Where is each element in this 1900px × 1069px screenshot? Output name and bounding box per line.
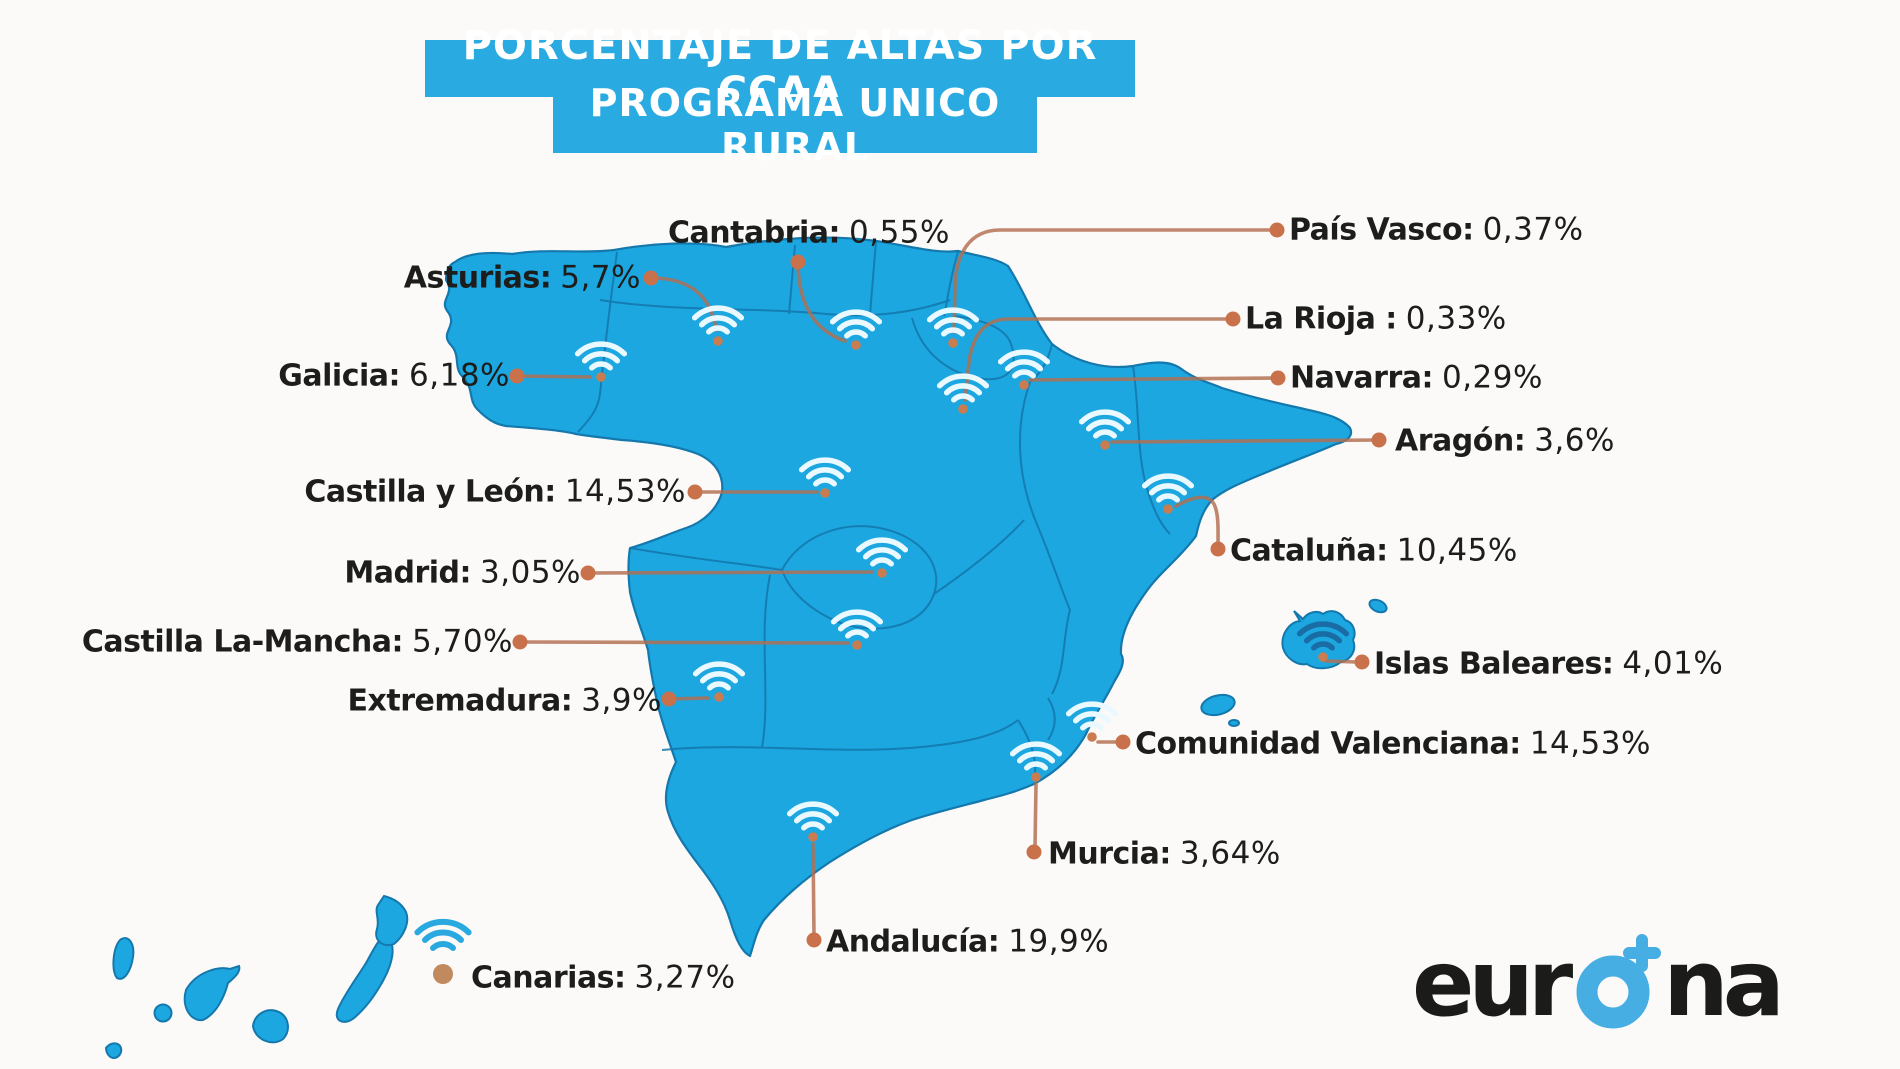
logo-o-ring — [1576, 934, 1662, 1029]
region-value: 5,7% — [560, 259, 641, 296]
region-value: 14,53% — [564, 473, 686, 510]
region-value: 6,18% — [409, 357, 510, 394]
leader-galicia — [515, 374, 592, 379]
region-value: 4,01% — [1622, 645, 1724, 682]
label-castilla-la-mancha: Castilla La-Mancha: 5,70% — [81, 623, 513, 660]
eurona-logo: eur na — [1412, 930, 1785, 1037]
region-name: Navarra: — [1290, 360, 1433, 396]
label-andalucia: Andalucía: 19,9% — [826, 923, 1110, 960]
region-name: Islas Baleares: — [1374, 646, 1614, 682]
region-value: 0,37% — [1482, 211, 1584, 248]
label-pais-vasco: País Vasco: 0,37% — [1289, 211, 1584, 248]
region-name: La Rioja : — [1245, 301, 1397, 337]
logo-text-post: na — [1663, 930, 1785, 1037]
region-value: 14,53% — [1529, 725, 1651, 762]
logo-o-icon — [1569, 932, 1662, 1036]
region-value: 0,33% — [1405, 300, 1507, 337]
label-aragon: Aragón: 3,6% — [1395, 422, 1615, 459]
leader-murcia — [1033, 782, 1038, 850]
leader-pais-vasco — [952, 228, 1279, 334]
label-navarra: Navarra: 0,29% — [1290, 359, 1543, 396]
leader-dots — [433, 222, 1387, 984]
label-madrid: Madrid: 3,05% — [344, 554, 581, 591]
canary-islands-shape — [104, 894, 409, 1059]
region-value: 10,45% — [1396, 532, 1518, 569]
label-cataluna: Cataluña: 10,45% — [1230, 532, 1518, 569]
leader-cataluna — [1174, 495, 1220, 548]
leader-aragon — [1110, 438, 1381, 444]
label-la-rioja: La Rioja :0,33% — [1245, 300, 1507, 337]
region-value: 0,29% — [1441, 359, 1543, 396]
region-value: 3,05% — [480, 554, 581, 591]
region-name: Castilla La-Mancha: — [81, 624, 404, 660]
leader-lines — [515, 228, 1381, 938]
leader-castilla-la-mancha — [518, 640, 850, 645]
region-name: Canarias: — [471, 960, 626, 996]
leader-madrid — [586, 570, 874, 575]
region-name: Cantabria: — [668, 215, 841, 251]
region-name: Aragón: — [1395, 423, 1526, 459]
title-line-1: PORCENTAJE DE ALTAS POR CCAA — [425, 23, 1135, 115]
region-name: Murcia: — [1048, 836, 1171, 872]
leader-islas-baleares — [1324, 659, 1358, 664]
label-comunidad-valenciana: Comunidad Valenciana: 14,53% — [1135, 725, 1651, 762]
region-name: País Vasco: — [1289, 212, 1474, 248]
leader-cantabria — [796, 260, 847, 343]
region-name: Castilla y León: — [304, 474, 556, 510]
region-name: Galicia: — [278, 358, 401, 394]
region-value: 3,6% — [1534, 422, 1615, 459]
region-name: Extremadura: — [347, 683, 573, 719]
region-value: 5,70% — [412, 623, 513, 660]
label-asturias: Asturias: 5,7% — [403, 259, 641, 296]
label-cantabria: Cantabria: 0,55% — [668, 214, 950, 251]
leader-andalucia — [811, 842, 816, 938]
title-line-2: PROGRAMA UNICO RURAL — [553, 81, 1037, 169]
logo-text-pre: eur — [1412, 930, 1573, 1037]
label-canarias: Canarias: 3,27% — [471, 959, 736, 996]
leader-la-rioja — [963, 317, 1235, 402]
label-extremadura: Extremadura: 3,9% — [347, 682, 662, 719]
region-name: Comunidad Valenciana: — [1135, 726, 1521, 762]
region-name: Cataluña: — [1230, 533, 1388, 569]
label-galicia: Galicia: 6,18% — [278, 357, 510, 394]
label-murcia: Murcia: 3,64% — [1048, 835, 1281, 872]
region-name: Asturias: — [403, 260, 552, 296]
region-value: 3,64% — [1179, 835, 1281, 872]
wifi-icon-canarias — [417, 922, 468, 948]
region-value: 19,9% — [1008, 923, 1110, 960]
region-name: Andalucía: — [826, 924, 1000, 960]
label-castilla-y-leon: Castilla y León: 14,53% — [304, 473, 686, 510]
leader-navarra — [1028, 376, 1280, 382]
region-value: 3,9% — [581, 682, 662, 719]
label-islas-baleares: Islas Baleares: 4,01% — [1374, 645, 1724, 682]
region-name: Madrid: — [344, 555, 472, 591]
region-value: 3,27% — [634, 959, 736, 996]
region-value: 0,55% — [849, 214, 950, 251]
